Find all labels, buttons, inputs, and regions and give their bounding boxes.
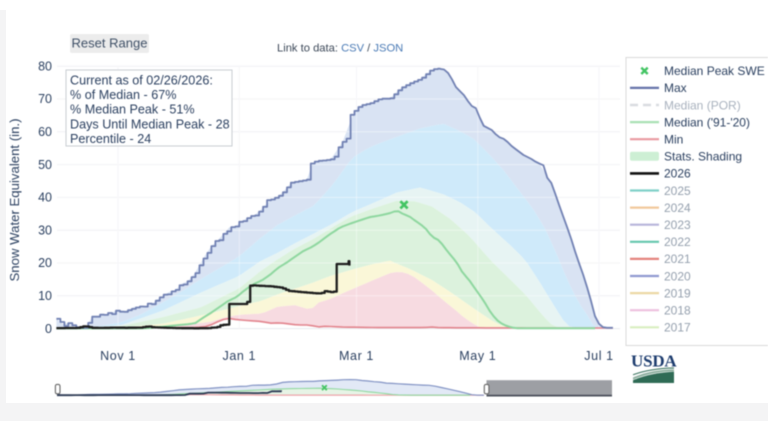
svg-text:Reset Range: Reset Range — [72, 36, 148, 51]
svg-text:2017: 2017 — [664, 321, 691, 335]
svg-text:Median Peak SWE: Median Peak SWE — [664, 64, 765, 78]
svg-text:50: 50 — [38, 158, 52, 172]
svg-text:2022: 2022 — [664, 235, 691, 249]
svg-text:Median (POR): Median (POR) — [664, 98, 741, 112]
svg-text:20: 20 — [38, 256, 52, 270]
svg-text:30: 30 — [38, 223, 52, 237]
svg-text:Link to data: CSV / JSON: Link to data: CSV / JSON — [277, 43, 403, 55]
svg-text:Min: Min — [664, 133, 683, 147]
svg-text:2018: 2018 — [664, 304, 691, 318]
svg-text:0: 0 — [45, 322, 52, 336]
svg-text:Nov 1: Nov 1 — [100, 349, 136, 363]
svg-text:80: 80 — [38, 59, 52, 73]
svg-text:% of Median - 67%: % of Median - 67% — [70, 88, 176, 102]
svg-text:Max: Max — [664, 81, 687, 95]
svg-text:Jan 1: Jan 1 — [223, 349, 257, 363]
svg-text:USDA: USDA — [631, 352, 677, 371]
svg-text:Current as of 02/26/2026:: Current as of 02/26/2026: — [70, 74, 213, 88]
svg-text:2019: 2019 — [664, 286, 691, 300]
svg-text:Stats. Shading: Stats. Shading — [664, 150, 742, 164]
svg-text:Median ('91-'20): Median ('91-'20) — [664, 115, 750, 129]
svg-text:Days Until Median Peak - 28: Days Until Median Peak - 28 — [70, 117, 230, 131]
svg-text:2020: 2020 — [664, 269, 691, 283]
svg-text:2023: 2023 — [664, 218, 691, 232]
svg-text:40: 40 — [38, 191, 52, 205]
svg-text:Snow Water Equivalent (in.): Snow Water Equivalent (in.) — [7, 119, 22, 282]
svg-text:10: 10 — [38, 289, 52, 303]
svg-text:70: 70 — [38, 92, 52, 106]
svg-text:2026: 2026 — [664, 167, 691, 181]
svg-text:2025: 2025 — [664, 184, 691, 198]
svg-text:60: 60 — [38, 125, 52, 139]
svg-text:Mar 1: Mar 1 — [339, 349, 374, 363]
svg-text:2024: 2024 — [664, 201, 691, 215]
svg-text:% Median Peak - 51%: % Median Peak - 51% — [70, 103, 195, 117]
svg-text:Jul 1: Jul 1 — [584, 349, 613, 363]
svg-text:Percentile - 24: Percentile - 24 — [70, 132, 151, 146]
svg-text:May 1: May 1 — [459, 349, 496, 363]
svg-text:2021: 2021 — [664, 252, 691, 266]
